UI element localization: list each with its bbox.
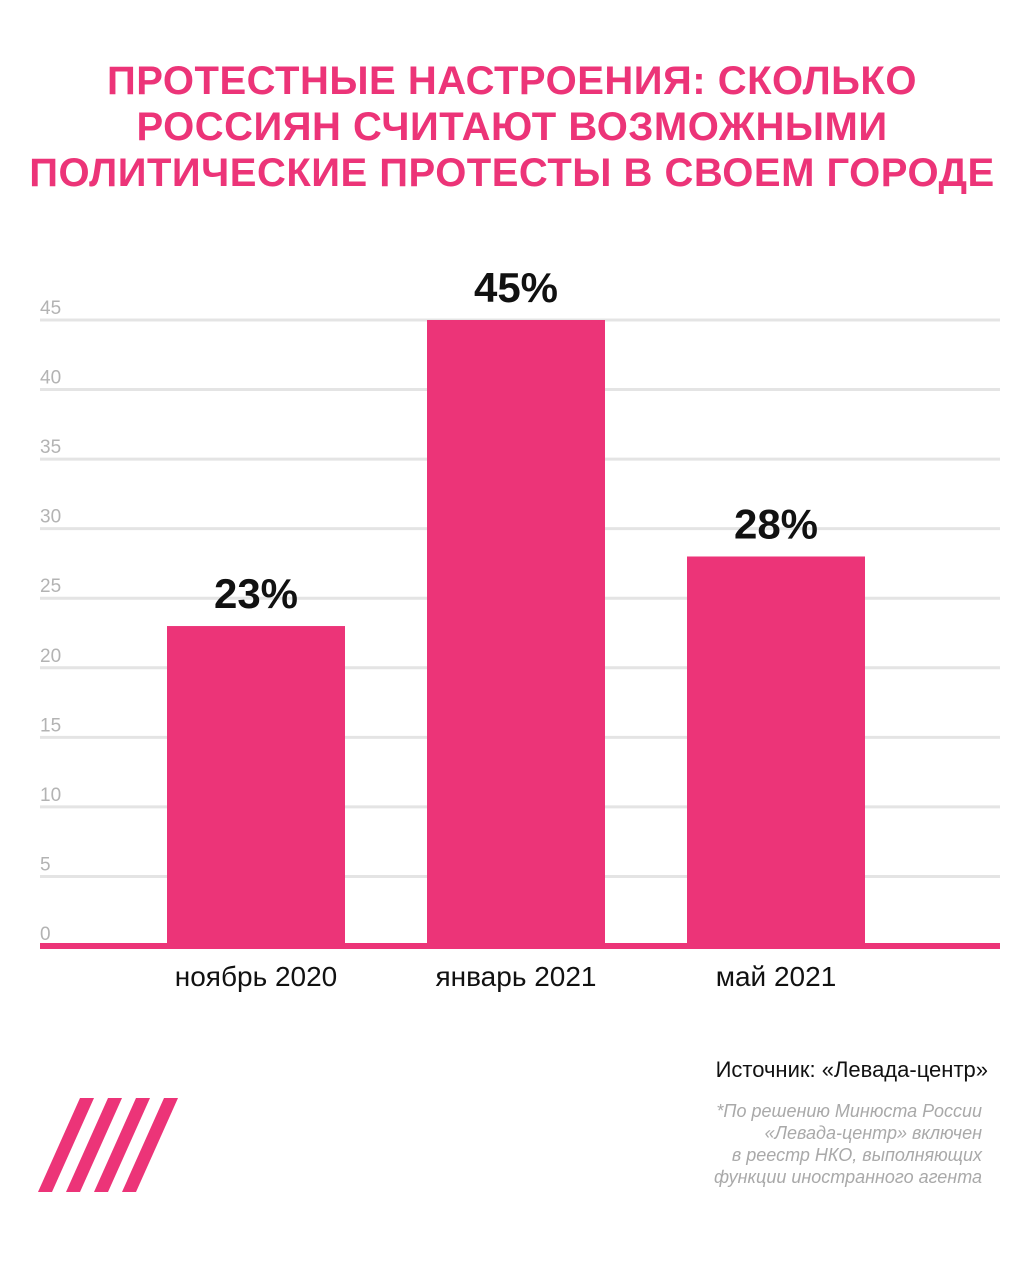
title-line-2: РОССИЯН СЧИТАЮТ ВОЗМОЖНЫМИ bbox=[136, 105, 888, 149]
bar-1 bbox=[167, 626, 345, 946]
note-line-3: в реестр НКО, выполняющих bbox=[731, 1145, 982, 1165]
y-tick-label-45: 45 bbox=[40, 298, 61, 319]
logo-stripe-4 bbox=[122, 1098, 178, 1192]
y-tick-label-5: 5 bbox=[40, 854, 51, 875]
y-tick-label-10: 10 bbox=[40, 785, 61, 806]
logo-stripe-3 bbox=[94, 1098, 150, 1192]
logo-stripe-1 bbox=[38, 1098, 94, 1192]
bar-3 bbox=[687, 556, 865, 946]
y-tick-label-25: 25 bbox=[40, 576, 61, 597]
y-tick-label-15: 15 bbox=[40, 715, 61, 736]
y-tick-label-20: 20 bbox=[40, 646, 61, 667]
foreign-agent-note: *По решению Минюста России «Левада-центр… bbox=[714, 1100, 982, 1188]
bar-2 bbox=[427, 320, 605, 946]
data-label-1: 23% bbox=[214, 570, 298, 617]
chart-title: ПРОТЕСТНЫЕ НАСТРОЕНИЯ: СКОЛЬКО РОССИЯН С… bbox=[0, 58, 1024, 196]
title-line-3: ПОЛИТИЧЕСКИЕ ПРОТЕСТЫ В СВОЕМ ГОРОДЕ bbox=[29, 151, 995, 195]
category-label-1: ноябрь 2020 bbox=[175, 961, 337, 992]
bar-chart: 0 5 10 15 20 25 30 35 40 45 23% ноябрь 2020 45% январ… bbox=[40, 264, 1000, 992]
source-label: Источник: «Левада-центр» bbox=[715, 1057, 988, 1082]
category-label-2: январь 2021 bbox=[436, 961, 597, 992]
category-label-3: май 2021 bbox=[716, 961, 837, 992]
y-tick-label-40: 40 bbox=[40, 368, 61, 389]
data-label-2: 45% bbox=[474, 264, 558, 311]
y-tick-label-30: 30 bbox=[40, 507, 61, 528]
note-line-2: «Левада-центр» включен bbox=[764, 1123, 982, 1143]
y-tick-label-0: 0 bbox=[40, 924, 51, 945]
logo-stripe-2 bbox=[66, 1098, 122, 1192]
data-label-3: 28% bbox=[734, 500, 818, 547]
y-tick-label-35: 35 bbox=[40, 437, 61, 458]
title-line-1: ПРОТЕСТНЫЕ НАСТРОЕНИЯ: СКОЛЬКО bbox=[107, 59, 917, 103]
dozhd-logo-icon bbox=[38, 1098, 178, 1192]
note-line-4: функции иностранного агента bbox=[713, 1167, 982, 1187]
note-line-1: *По решению Минюста России bbox=[716, 1101, 982, 1121]
